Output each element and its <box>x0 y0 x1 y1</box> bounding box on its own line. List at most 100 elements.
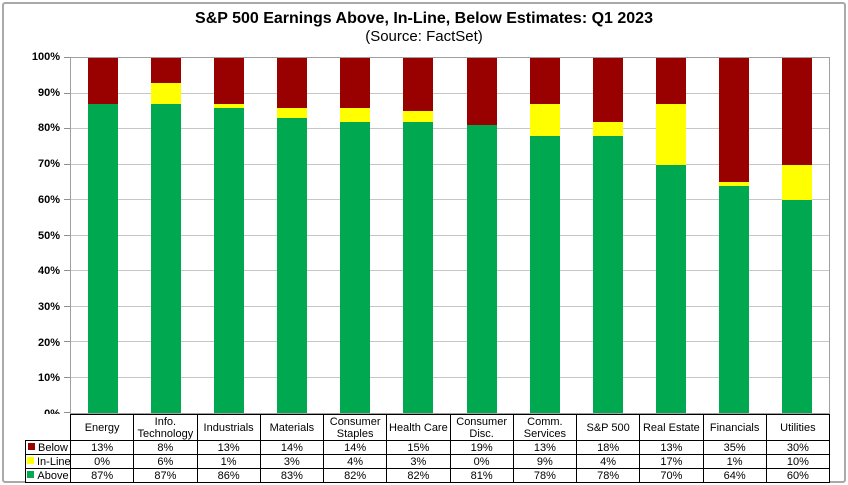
value-cell: 83% <box>259 468 325 483</box>
bar-7 <box>466 58 497 413</box>
value-cell: 82% <box>386 468 451 483</box>
y-tick-label: 10% <box>37 372 60 385</box>
y-axis-tick <box>64 376 70 378</box>
bar-segment-below <box>277 58 308 108</box>
value-cell: 1% <box>702 454 767 469</box>
value-cell: 14% <box>322 440 388 455</box>
category-header: Health Care <box>386 414 451 441</box>
value-cell: 30% <box>765 440 831 455</box>
value-cell: 86% <box>196 468 261 483</box>
plot-area <box>64 57 830 414</box>
gridline <box>71 128 829 129</box>
bar-segment-below <box>403 58 434 112</box>
bar-segment-inline <box>277 107 308 119</box>
y-tick-label: 30% <box>37 300 60 313</box>
bar-segment-below <box>656 58 687 105</box>
chart-title: S&P 500 Earnings Above, In-Line, Below E… <box>195 10 653 27</box>
bar-11 <box>719 58 750 413</box>
value-cell: 3% <box>259 454 325 469</box>
y-axis-tick <box>64 305 70 307</box>
value-cell: 13% <box>69 440 135 455</box>
bar-segment-above <box>277 118 308 413</box>
gridline <box>71 305 829 307</box>
category-header: Materials <box>259 414 325 441</box>
value-cell: 4% <box>575 454 641 469</box>
bar-segment-above <box>782 200 813 413</box>
value-cell: 8% <box>133 440 198 455</box>
value-cell: 78% <box>512 468 578 483</box>
legend-label: Above <box>37 469 69 482</box>
value-cell: 35% <box>702 440 767 455</box>
bar-1 <box>87 58 118 413</box>
legend-swatch-icon <box>27 471 35 479</box>
value-cell: 6% <box>133 454 198 469</box>
value-cell: 0% <box>449 454 514 469</box>
y-axis-tick <box>64 128 70 129</box>
bar-segment-above <box>466 125 497 413</box>
bar-segment-below <box>529 58 560 105</box>
bar-segment-inline <box>403 111 434 122</box>
y-tick-label: 100% <box>31 51 60 63</box>
value-cell: 87% <box>133 468 198 483</box>
y-tick-label: 60% <box>37 193 60 206</box>
y-axis-tick <box>64 270 70 271</box>
bar-segment-inline <box>150 82 181 105</box>
gridline <box>71 234 829 236</box>
bar-segment-inline <box>340 107 371 122</box>
value-cell: 13% <box>639 440 704 455</box>
y-tick-label: 80% <box>37 122 60 135</box>
bar-2 <box>150 58 181 413</box>
bar-segment-below <box>719 58 750 183</box>
y-axis-tick <box>64 234 70 236</box>
value-cell: 10% <box>765 454 831 469</box>
legend-label: In-Line <box>37 455 71 468</box>
value-cell: 78% <box>575 468 641 483</box>
value-cell: 1% <box>196 454 261 469</box>
legend-cell: Above <box>25 468 71 483</box>
value-cell: 82% <box>322 468 388 483</box>
value-cell: 60% <box>765 468 831 483</box>
category-header: Consumer Staples <box>322 414 388 441</box>
table-corner-cell <box>26 415 71 441</box>
value-cell: 18% <box>575 440 641 455</box>
category-header: Comm. Services <box>512 414 578 441</box>
bar-segment-below <box>592 58 623 122</box>
bar-segment-above <box>340 121 371 413</box>
bar-segment-below <box>150 58 181 83</box>
category-header: S&P 500 <box>575 414 641 441</box>
y-axis-tick <box>64 199 70 200</box>
value-cell: 70% <box>639 468 704 483</box>
y-tick-label: 40% <box>37 265 60 278</box>
bar-segment-below <box>213 58 244 105</box>
y-axis-tick <box>64 341 70 342</box>
bar-segment-inline <box>719 182 750 186</box>
legend-label: Below <box>38 441 68 454</box>
bar-8 <box>529 58 560 413</box>
category-header: Financials <box>702 414 767 441</box>
value-cell: 64% <box>702 468 767 483</box>
y-axis-tick <box>64 92 70 94</box>
value-cell: 17% <box>639 454 704 469</box>
bar-segment-below <box>782 58 813 165</box>
y-tick-label: 70% <box>37 158 60 171</box>
bar-10 <box>656 58 687 413</box>
table-row: In-Line 0% 6% 1% 3% 4% 3% 0% 9% 4% 17% 1% 10% <box>25 454 831 469</box>
value-cell: 13% <box>196 440 261 455</box>
legend-swatch-icon <box>28 443 36 451</box>
y-axis: 100%90%80%70%60%50%40%30%20%10%0% <box>0 51 60 420</box>
value-cell: 81% <box>449 468 514 483</box>
bar-segment-inline <box>592 121 623 137</box>
value-cell: 14% <box>259 440 325 455</box>
data-table: Energy Info. Technology Industrials Materia… <box>25 414 831 483</box>
bar-12 <box>782 58 813 413</box>
value-cell: 3% <box>386 454 451 469</box>
value-cell: 87% <box>69 468 135 483</box>
value-cell: 9% <box>512 454 578 469</box>
gridline <box>71 270 829 271</box>
bar-9 <box>592 58 623 413</box>
gridline <box>71 341 829 342</box>
legend-cell: Below <box>25 440 71 455</box>
gridline <box>71 376 829 378</box>
y-tick-label: 50% <box>37 229 60 242</box>
bar-segment-above <box>213 107 244 413</box>
